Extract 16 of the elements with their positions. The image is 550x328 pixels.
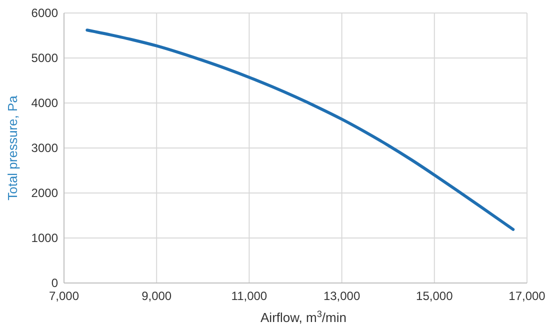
- x-tick-label: 15,000: [416, 289, 454, 303]
- x-tick-label: 7,000: [48, 289, 80, 303]
- x-tick-label: 13,000: [323, 289, 360, 303]
- y-tick-label: 5000: [31, 51, 58, 65]
- y-tick-label: 0: [51, 276, 58, 290]
- y-tick-label: 3000: [31, 141, 58, 155]
- x-tick-label: 9,000: [142, 289, 172, 303]
- y-tick-label: 6000: [31, 6, 58, 20]
- y-tick-label: 2000: [31, 186, 58, 200]
- x-tick-label: 11,000: [231, 289, 268, 303]
- x-tick-label: 17,000: [508, 289, 546, 303]
- y-tick-label: 1000: [31, 231, 58, 245]
- line-series: [86, 28, 515, 231]
- x-axis-title: Airflow, m$^{3}$/min: [260, 309, 346, 325]
- y-axis-title: Total pressure, Pa: [5, 94, 20, 200]
- y-tick-label: 4000: [31, 96, 58, 110]
